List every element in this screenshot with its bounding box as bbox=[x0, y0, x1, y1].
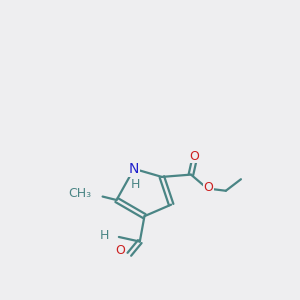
Text: H: H bbox=[130, 178, 140, 191]
Text: N: N bbox=[129, 162, 139, 176]
Text: O: O bbox=[115, 244, 125, 257]
Text: CH₃: CH₃ bbox=[68, 187, 91, 200]
Text: O: O bbox=[203, 181, 213, 194]
Text: H: H bbox=[100, 229, 110, 242]
Text: O: O bbox=[190, 150, 200, 163]
